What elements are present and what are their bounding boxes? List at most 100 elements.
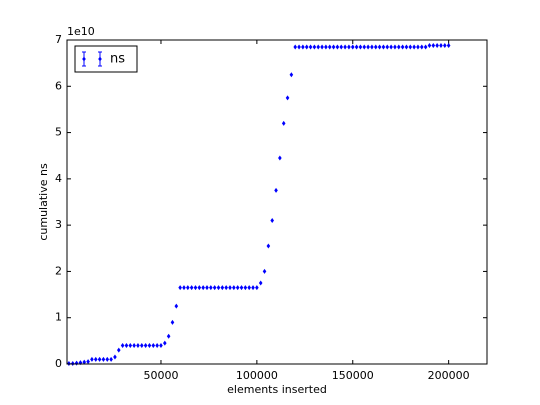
- data-point: [339, 44, 344, 50]
- data-point: [228, 285, 232, 291]
- data-point: [350, 44, 355, 50]
- data-point: [105, 356, 110, 362]
- legend-marker: [82, 56, 86, 62]
- data-point: [147, 342, 152, 348]
- data-point: [373, 44, 378, 50]
- data-point: [347, 44, 351, 50]
- data-point: [109, 356, 113, 362]
- data-point: [251, 285, 255, 291]
- data-point: [128, 342, 133, 348]
- data-point: [113, 354, 117, 360]
- data-point: [419, 44, 424, 50]
- y-tick-label: 0: [55, 357, 62, 370]
- y-tick-label: 5: [55, 126, 62, 139]
- data-point: [416, 44, 420, 50]
- data-point: [400, 44, 405, 50]
- data-point: [308, 44, 313, 50]
- data-point: [285, 95, 290, 101]
- data-point: [86, 359, 90, 365]
- data-point: [408, 44, 413, 50]
- y-tick-label: 1: [55, 311, 62, 324]
- data-point: [381, 44, 386, 50]
- data-point: [186, 285, 190, 291]
- x-axis-label: elements inserted: [227, 383, 327, 396]
- x-tick-label: 50000: [143, 369, 178, 382]
- y-tick-label: 3: [55, 218, 62, 231]
- data-point: [354, 44, 359, 50]
- data-point: [258, 280, 263, 286]
- data-point: [82, 359, 87, 365]
- data-point: [278, 155, 282, 161]
- data-point: [239, 285, 244, 291]
- data-point: [101, 356, 106, 362]
- data-point: [312, 44, 317, 50]
- data-point: [412, 44, 416, 50]
- data-point: [335, 44, 340, 50]
- data-point: [385, 44, 390, 50]
- data-point: [159, 342, 163, 348]
- data-point: [216, 285, 221, 291]
- data-point: [182, 285, 186, 291]
- data-point: [327, 44, 332, 50]
- data-point: [124, 342, 129, 348]
- data-point: [289, 72, 294, 78]
- data-point: [151, 342, 156, 348]
- data-point: [293, 44, 298, 50]
- x-tick-label: 150000: [332, 369, 374, 382]
- data-point: [193, 285, 198, 291]
- data-point: [178, 285, 182, 291]
- data-point: [331, 44, 336, 50]
- y-axis-label: cumulative ns: [37, 163, 50, 241]
- data-point: [93, 356, 98, 362]
- data-point: [304, 44, 309, 50]
- data-point: [266, 243, 271, 249]
- data-point: [132, 342, 136, 348]
- data-point: [163, 340, 167, 346]
- data-point: [431, 43, 436, 49]
- data-point: [324, 44, 328, 50]
- data-point: [224, 285, 228, 291]
- data-point: [189, 285, 194, 291]
- data-point: [439, 43, 443, 49]
- data-point: [270, 218, 275, 224]
- legend-marker: [98, 56, 102, 62]
- data-point: [297, 44, 301, 50]
- data-point: [136, 342, 140, 348]
- data-point: [97, 356, 102, 362]
- data-point: [243, 285, 248, 291]
- x-tick-label: 100000: [236, 369, 278, 382]
- data-point: [370, 44, 374, 50]
- data-point: [366, 44, 370, 50]
- data-point: [201, 285, 205, 291]
- y-tick-label: 7: [55, 33, 62, 46]
- data-point: [393, 44, 397, 50]
- data-point: [396, 44, 401, 50]
- legend-label: ns: [110, 52, 125, 67]
- data-point: [320, 44, 324, 50]
- data-point: [166, 333, 171, 339]
- data-point: [262, 268, 267, 274]
- data-point: [247, 285, 251, 291]
- data-point: [427, 43, 432, 49]
- y-tick-label: 6: [55, 79, 62, 92]
- data-point: [443, 43, 447, 49]
- data-point: [389, 44, 393, 50]
- data-point: [358, 44, 363, 50]
- data-point: [139, 342, 144, 348]
- data-point: [423, 44, 428, 50]
- data-point: [435, 43, 439, 49]
- data-point: [362, 44, 367, 50]
- y-tick-label: 4: [55, 172, 62, 185]
- data-point: [143, 342, 148, 348]
- data-point: [205, 285, 209, 291]
- data-point: [212, 285, 217, 291]
- y-offset-label: 1e10: [67, 25, 95, 38]
- y-tick-label: 2: [55, 264, 62, 277]
- data-point: [301, 44, 305, 50]
- data-point: [404, 44, 409, 50]
- data-point: [170, 319, 175, 325]
- data-point: [232, 285, 236, 291]
- data-point: [281, 120, 286, 126]
- data-point: [446, 43, 451, 49]
